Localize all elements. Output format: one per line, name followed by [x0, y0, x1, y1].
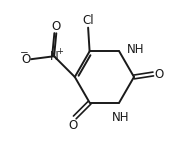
Text: O: O: [154, 67, 163, 81]
Text: O: O: [69, 119, 78, 132]
Text: NH: NH: [127, 43, 145, 56]
Text: NH: NH: [112, 111, 129, 124]
Text: Cl: Cl: [82, 14, 94, 27]
Text: −: −: [20, 48, 28, 58]
Text: O: O: [52, 20, 61, 33]
Text: +: +: [56, 47, 63, 56]
Text: O: O: [21, 53, 30, 66]
Text: N: N: [50, 50, 58, 63]
